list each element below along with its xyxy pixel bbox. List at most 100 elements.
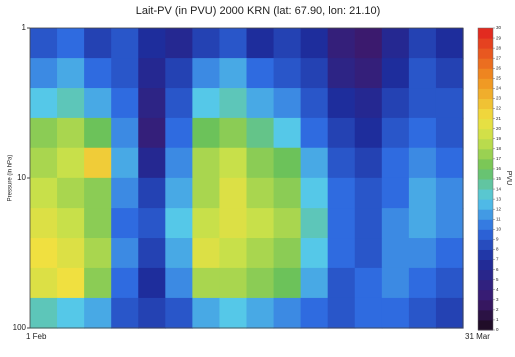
heat-cell	[381, 147, 410, 179]
heat-cell	[327, 297, 356, 329]
colorbar-segment	[478, 38, 493, 49]
colorbar-segment	[478, 299, 493, 311]
heat-cell	[408, 177, 437, 209]
colorbar-segment	[478, 279, 493, 291]
heat-cell	[30, 238, 58, 269]
heat-cell	[111, 238, 139, 269]
heat-cell	[354, 58, 383, 89]
heat-cell	[273, 28, 302, 59]
heat-cell	[435, 88, 464, 119]
colorbar-tick-label: 2	[496, 307, 499, 312]
heat-cell	[138, 117, 166, 149]
heat-cell	[165, 28, 193, 59]
heat-cell	[165, 117, 193, 149]
heat-cell	[354, 117, 383, 149]
heat-cell	[30, 28, 58, 59]
heat-cell	[273, 147, 302, 179]
y-axis-label: Pressure (in hPa)	[8, 155, 14, 202]
heat-cell	[219, 88, 248, 119]
heat-cell	[57, 147, 85, 179]
heat-cell	[408, 297, 437, 329]
heat-cell	[30, 267, 58, 299]
heat-cell	[219, 238, 248, 269]
heat-cell	[57, 28, 85, 59]
colorbar-tick-label: 9	[496, 237, 499, 242]
heat-cell	[138, 297, 166, 329]
heat-cell	[219, 297, 248, 329]
heat-cell	[192, 147, 221, 179]
colorbar-tick-label: 10	[496, 227, 502, 232]
colorbar-segment	[478, 229, 493, 240]
heat-cell	[57, 238, 85, 269]
y-tick-label: 10	[17, 173, 26, 182]
heat-cell	[84, 147, 112, 179]
heat-cell	[354, 177, 383, 209]
colorbar-segment	[478, 138, 493, 150]
heat-cell	[30, 88, 58, 119]
heat-cell	[300, 88, 329, 119]
heat-cell	[138, 238, 166, 269]
heat-cell	[138, 208, 166, 239]
colorbar-segment	[478, 289, 493, 301]
colorbar-tick-label: 27	[496, 55, 502, 60]
colorbar-tick-label: 23	[496, 96, 502, 101]
heat-cell	[165, 147, 193, 179]
colorbar-tick-label: 16	[496, 166, 502, 171]
colorbar-segment	[478, 259, 493, 271]
colorbar-tick-label: 29	[496, 35, 502, 40]
heat-cell	[246, 28, 275, 59]
heat-cell	[435, 117, 464, 149]
heat-cell	[381, 238, 410, 269]
heat-cell	[111, 58, 139, 89]
heat-cell	[300, 147, 329, 179]
heat-cell	[246, 208, 275, 239]
colorbar-tick-label: 8	[496, 247, 499, 252]
heat-cell	[192, 58, 221, 89]
heat-cell	[300, 267, 329, 299]
colorbar-tick-label: 5	[496, 277, 499, 282]
colorbar-tick-label: 1	[496, 317, 499, 322]
heat-cell	[246, 147, 275, 179]
colorbar-segment	[478, 68, 493, 79]
colorbar-segment	[478, 199, 493, 210]
heat-cell	[273, 297, 302, 329]
heat-cell	[165, 238, 193, 269]
heat-cell	[138, 177, 166, 209]
heat-cell	[435, 177, 464, 209]
heat-cell	[435, 28, 464, 59]
heat-cell	[246, 297, 275, 329]
x-tick-label: 31 Mar	[465, 332, 490, 341]
colorbar-tick-label: 21	[496, 116, 502, 121]
colorbar-segment	[478, 48, 493, 59]
heat-cell	[273, 238, 302, 269]
heat-cell	[192, 88, 221, 119]
colorbar-tick-label: 17	[496, 156, 502, 161]
heat-cell	[327, 58, 356, 89]
colorbar-tick-label: 30	[496, 25, 502, 30]
heat-cell	[111, 267, 139, 299]
heat-cell	[300, 117, 329, 149]
heat-cell	[84, 297, 112, 329]
heat-cell	[219, 117, 248, 149]
colorbar-segment	[478, 269, 493, 281]
heat-cell	[219, 58, 248, 89]
heat-cell	[57, 208, 85, 239]
heat-cell	[354, 208, 383, 239]
heat-cell	[111, 147, 139, 179]
heat-cell	[246, 267, 275, 299]
heat-cell	[408, 267, 437, 299]
x-tick-label: 1 Feb	[26, 332, 47, 341]
heat-cell	[165, 88, 193, 119]
heat-cell	[57, 177, 85, 209]
heat-cell	[84, 117, 112, 149]
heat-cell	[327, 208, 356, 239]
heat-cell	[84, 58, 112, 89]
heat-cell	[354, 28, 383, 59]
colorbar-tick-label: 20	[496, 126, 502, 131]
heat-cell	[111, 177, 139, 209]
colorbar-tick-label: 6	[496, 267, 499, 272]
heat-cell	[30, 177, 58, 209]
colorbar-tick-label: 4	[496, 287, 499, 292]
heat-cell	[219, 208, 248, 239]
heat-cell	[300, 28, 329, 59]
